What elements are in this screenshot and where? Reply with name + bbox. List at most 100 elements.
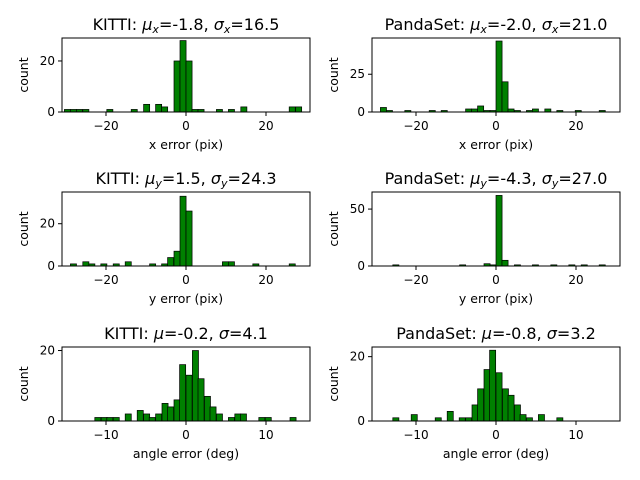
histogram-bar [258,417,266,422]
y-tick-label: 0 [47,259,55,273]
panel-title: KITTI: μx=-1.8, σx=16.5 [93,15,280,36]
histogram-bar [471,404,479,422]
y-axis-label: count [326,366,341,401]
histogram-bar [507,394,515,422]
histogram-bar [477,105,485,113]
histogram-panel: −20 0 20 0 20 y error (pix) count KITTI: μy=1.5… [16,169,311,306]
histogram-bar [100,417,108,422]
histogram-bar [82,261,90,267]
panel-title: PandaSet: μy=-4.3, σy=27.0 [385,169,608,190]
panel-title: PandaSet: μ=-0.8, σ=3.2 [396,324,596,343]
x-tick-label: 20 [568,119,583,133]
histogram-bar [501,259,509,267]
y-axis-label: count [16,211,31,246]
x-tick-label: −20 [93,119,118,133]
x-tick-label: 20 [258,273,273,287]
x-tick-label: −10 [93,428,118,442]
x-tick-label: −20 [93,273,118,287]
histogram-bar [173,399,181,422]
histogram-bar [161,403,169,422]
histogram-bar [289,417,297,422]
histogram-bar [228,417,235,422]
histogram-bar [124,261,132,267]
y-tick-label: 0 [357,105,365,119]
histogram-bar [216,413,223,422]
histogram-bar [519,414,527,422]
y-axis-label: count [326,57,341,92]
histogram-bar [94,417,102,422]
histogram-bar [197,378,205,422]
y-axis-label: count [326,211,341,246]
histogram-bar [167,406,175,422]
histogram-bar [106,417,114,422]
histogram-bar [502,388,509,422]
histogram-bar [143,413,151,422]
x-tick-label: 0 [492,119,500,133]
histogram-bar [185,374,193,422]
histogram-bar [495,40,503,113]
x-tick-label: 0 [492,428,500,442]
histogram-panel: −20 0 20 0 20 x error (pix) count KITTI: μx=-1.… [16,15,311,152]
y-tick-label: 20 [350,350,365,364]
histogram-bar [446,411,454,422]
x-axis-label: y error (pix) [459,291,533,306]
x-tick-label: 20 [258,119,273,133]
y-tick-label: 20 [40,54,55,68]
histogram-bar [112,417,120,422]
x-tick-label: 0 [182,273,190,287]
histogram-bar [228,261,235,267]
y-axis-label: count [16,366,31,401]
x-axis-label: x error (pix) [459,137,533,152]
x-tick-label: 0 [182,428,190,442]
y-axis-label: count [16,57,31,92]
histogram-bar [179,195,187,267]
panel-title: PandaSet: μx=-2.0, σx=21.0 [385,15,608,36]
y-tick-label: 0 [357,259,365,273]
y-tick-label: 50 [350,202,365,216]
x-axis-label: angle error (deg) [443,446,549,461]
x-tick-label: −20 [403,119,428,133]
histogram-bar [240,413,247,422]
y-tick-label: 0 [47,105,55,119]
histogram-bar [209,406,217,422]
x-axis-label: angle error (deg) [133,446,239,461]
histogram-bar [240,106,248,113]
histogram-bar [483,369,491,422]
panel-title: KITTI: μ=-0.2, σ=4.1 [104,324,268,343]
x-tick-label: 20 [568,273,583,287]
histogram-bar [148,417,156,422]
histogram-panel: −20 0 20 0 50 y error (pix) count PandaSet: μy=… [326,169,621,306]
histogram-bar [410,414,418,422]
histogram-bar [495,372,503,422]
x-axis-label: x error (pix) [149,137,223,152]
x-tick-label: 0 [182,119,190,133]
histogram-panel: −10 0 10 0 20 angle error (deg) count PandaSet:… [326,324,621,461]
panel-title: KITTI: μy=1.5, σy=24.3 [95,169,276,190]
histogram-bar [192,350,199,422]
histogram-bar [514,404,521,422]
histogram-bar [288,106,296,113]
x-tick-label: 0 [492,273,500,287]
histogram-bar [501,81,509,113]
x-tick-label: 10 [258,428,273,442]
histogram-bar [167,257,175,267]
histogram-bar [264,417,272,422]
histogram-panel: −20 0 20 0 25 x error (pix) count PandaSet: μx=… [326,15,621,152]
y-tick-label: 25 [350,67,365,81]
histogram-bar [538,414,545,422]
histogram-bar [185,210,193,267]
histogram-bar [489,349,497,422]
histogram-bar [204,395,211,422]
histogram-bar [155,413,163,422]
histogram-bar [185,60,193,113]
histogram-bar [143,103,151,113]
x-tick-label: 10 [568,428,583,442]
x-tick-label: −20 [403,273,428,287]
y-tick-label: 0 [357,414,365,428]
histogram-bar [173,250,181,267]
y-tick-label: 20 [40,344,55,358]
histogram-bar [222,261,229,267]
histogram-bar [179,40,187,113]
